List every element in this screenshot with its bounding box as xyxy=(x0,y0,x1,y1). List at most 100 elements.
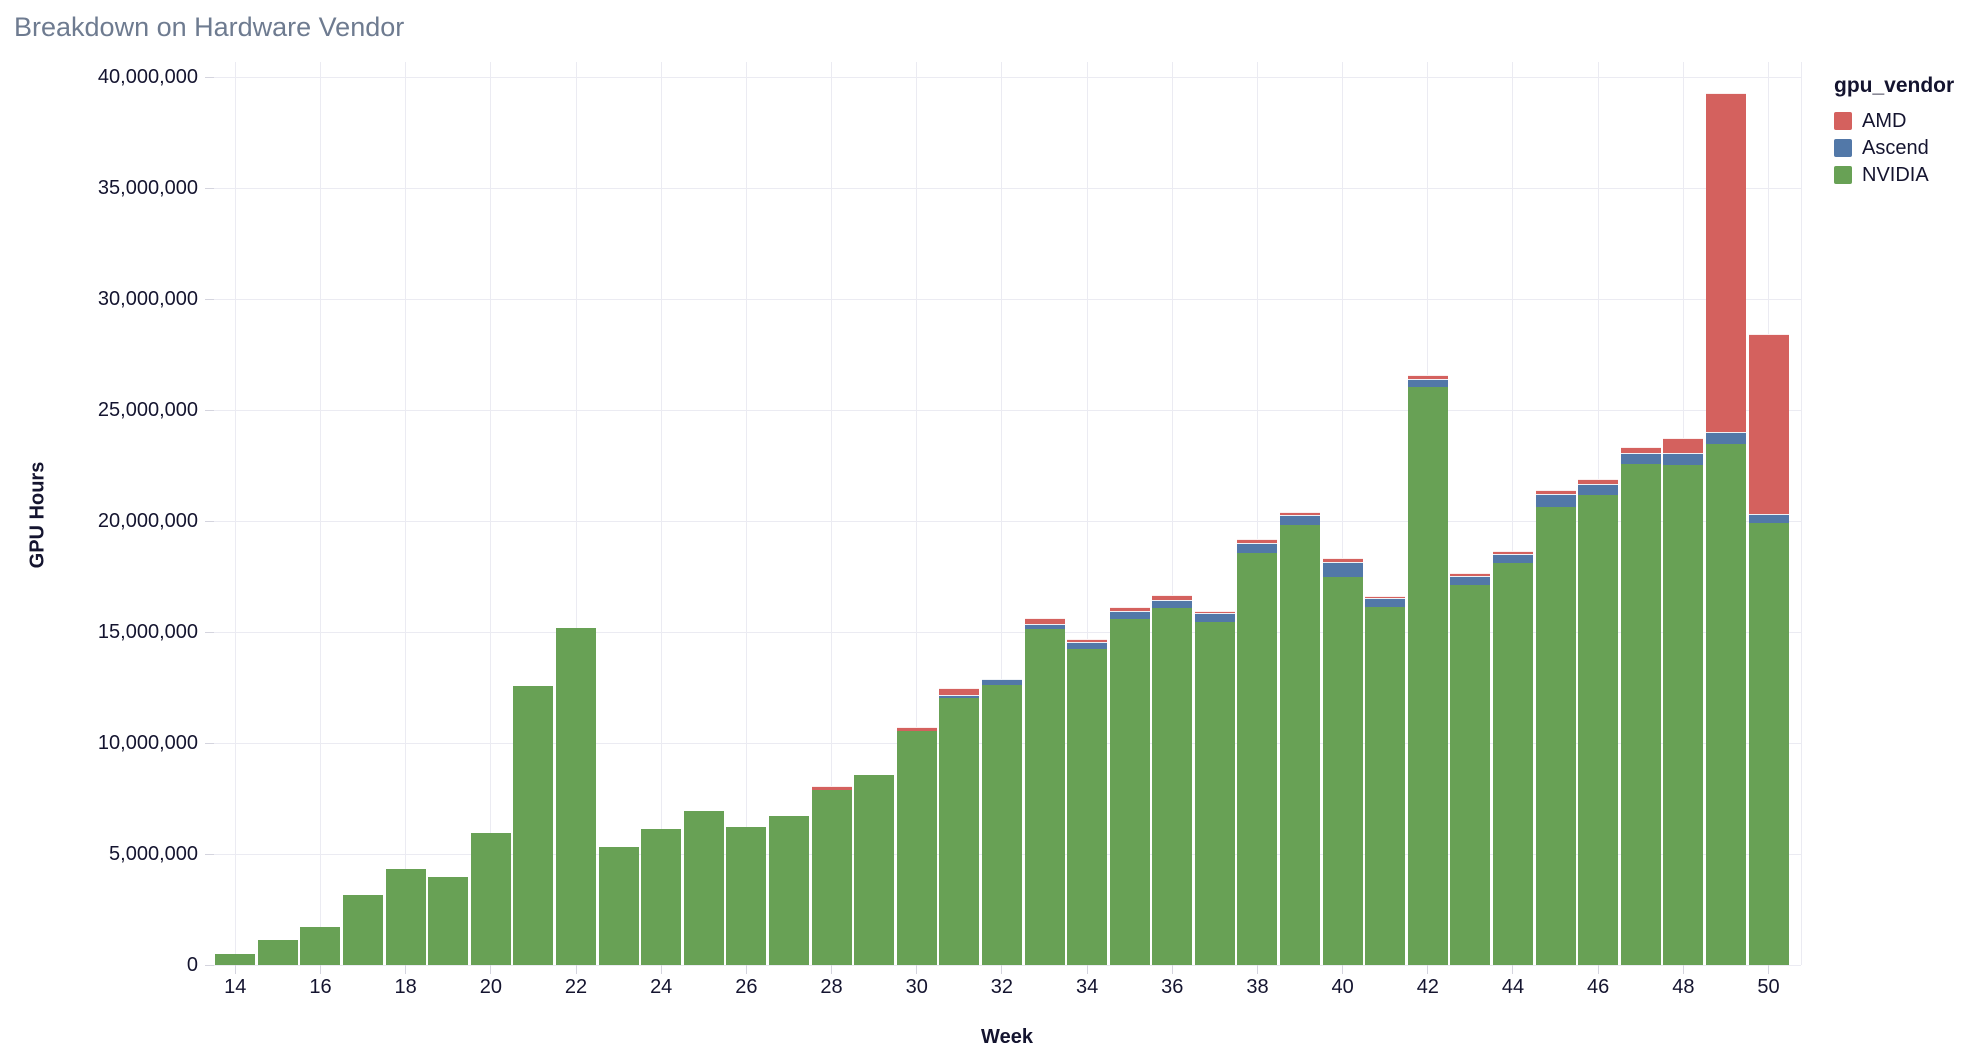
bar-week-41-nvidia[interactable] xyxy=(1365,606,1406,965)
chart-title: Breakdown on Hardware Vendor xyxy=(14,12,405,42)
x-tick-label: 34 xyxy=(1075,976,1099,998)
bar-week-30-amd[interactable] xyxy=(896,726,937,731)
bar-week-39-amd[interactable] xyxy=(1280,511,1321,515)
bar-week-38-amd[interactable] xyxy=(1237,538,1278,543)
bar-week-42-ascend[interactable] xyxy=(1407,379,1448,388)
bar-week-48-nvidia[interactable] xyxy=(1663,465,1704,965)
bar-week-15-nvidia[interactable] xyxy=(257,939,298,965)
bar-week-49-nvidia[interactable] xyxy=(1705,443,1746,965)
legend-item-amd[interactable]: AMD xyxy=(1834,111,1954,131)
bar-week-35-ascend[interactable] xyxy=(1109,610,1150,619)
y-tick-mark xyxy=(205,964,214,966)
bar-week-35-amd[interactable] xyxy=(1109,606,1150,611)
legend-swatch-nvidia xyxy=(1834,166,1852,184)
bar-week-23-nvidia[interactable] xyxy=(598,846,639,965)
bar-week-37-nvidia[interactable] xyxy=(1194,622,1235,965)
x-tick-label: 30 xyxy=(905,976,928,998)
bar-week-37-amd[interactable] xyxy=(1194,610,1235,613)
bar-week-42-nvidia[interactable] xyxy=(1407,387,1448,965)
bar-week-31-ascend[interactable] xyxy=(939,695,980,699)
y-tick-mark xyxy=(205,853,214,855)
bar-week-49-amd[interactable] xyxy=(1705,92,1746,432)
bar-week-20-nvidia[interactable] xyxy=(470,832,511,965)
bar-week-47-ascend[interactable] xyxy=(1620,452,1661,464)
bar-week-41-amd[interactable] xyxy=(1365,595,1406,599)
bar-week-45-nvidia[interactable] xyxy=(1535,506,1576,965)
x-gridline xyxy=(1001,62,1003,965)
bar-week-50-ascend[interactable] xyxy=(1748,514,1789,524)
bar-week-31-amd[interactable] xyxy=(939,688,980,696)
bar-week-38-nvidia[interactable] xyxy=(1237,553,1278,965)
bar-week-22-nvidia[interactable] xyxy=(556,627,596,965)
bar-week-36-nvidia[interactable] xyxy=(1152,608,1193,965)
x-tick-label: 22 xyxy=(564,976,588,998)
bar-week-33-amd[interactable] xyxy=(1024,618,1065,625)
bar-week-47-amd[interactable] xyxy=(1620,446,1661,453)
bar-week-14-nvidia[interactable] xyxy=(215,953,256,965)
bar-week-34-amd[interactable] xyxy=(1067,639,1108,642)
bar-week-28-nvidia[interactable] xyxy=(811,790,852,965)
bar-week-27-nvidia[interactable] xyxy=(768,815,809,965)
x-tick-mark xyxy=(1256,965,1258,974)
bar-week-50-nvidia[interactable] xyxy=(1748,523,1789,965)
y-tick-mark xyxy=(205,187,214,189)
bar-week-34-ascend[interactable] xyxy=(1067,641,1108,650)
x-tick-label: 46 xyxy=(1587,976,1610,998)
bar-week-36-amd[interactable] xyxy=(1152,594,1193,601)
bar-week-38-ascend[interactable] xyxy=(1237,542,1278,554)
x-gridline xyxy=(1342,62,1344,965)
bar-week-32-ascend[interactable] xyxy=(981,679,1022,686)
bar-week-32-nvidia[interactable] xyxy=(981,685,1022,965)
bar-week-21-nvidia[interactable] xyxy=(513,686,554,965)
x-gridline xyxy=(490,62,492,965)
bar-week-43-ascend[interactable] xyxy=(1450,575,1491,585)
bar-week-17-nvidia[interactable] xyxy=(343,895,384,965)
bar-week-40-amd[interactable] xyxy=(1322,558,1363,563)
x-tick-mark xyxy=(1597,965,1599,974)
bar-week-19-nvidia[interactable] xyxy=(428,877,469,965)
x-gridline xyxy=(1256,62,1258,965)
bar-week-44-amd[interactable] xyxy=(1492,550,1533,555)
bar-week-46-nvidia[interactable] xyxy=(1578,495,1619,965)
bar-week-43-nvidia[interactable] xyxy=(1450,584,1491,965)
bar-week-18-nvidia[interactable] xyxy=(385,869,426,965)
bar-week-50-amd[interactable] xyxy=(1748,334,1789,515)
bar-week-25-nvidia[interactable] xyxy=(683,810,724,965)
bar-week-33-ascend[interactable] xyxy=(1024,624,1065,630)
bar-week-44-ascend[interactable] xyxy=(1492,554,1533,564)
x-gridline xyxy=(660,62,662,965)
bar-week-45-ascend[interactable] xyxy=(1535,493,1576,507)
bar-week-37-ascend[interactable] xyxy=(1194,612,1235,623)
bar-week-47-nvidia[interactable] xyxy=(1620,463,1661,965)
bar-week-42-amd[interactable] xyxy=(1407,375,1448,380)
bar-week-36-ascend[interactable] xyxy=(1152,600,1193,609)
bar-week-34-nvidia[interactable] xyxy=(1067,649,1108,965)
bar-week-28-amd[interactable] xyxy=(811,786,852,791)
bar-week-44-nvidia[interactable] xyxy=(1492,563,1533,965)
x-tick-mark xyxy=(916,965,918,974)
bar-week-48-ascend[interactable] xyxy=(1663,453,1704,466)
bar-week-30-nvidia[interactable] xyxy=(896,731,937,965)
legend-item-ascend[interactable]: Ascend xyxy=(1834,138,1954,158)
bar-week-24-nvidia[interactable] xyxy=(641,828,682,965)
legend-item-nvidia[interactable]: NVIDIA xyxy=(1834,165,1954,185)
bar-week-48-amd[interactable] xyxy=(1663,437,1704,454)
bar-week-41-ascend[interactable] xyxy=(1365,598,1406,607)
bar-week-26-nvidia[interactable] xyxy=(726,826,767,965)
bar-week-46-ascend[interactable] xyxy=(1578,483,1619,496)
bar-week-29-nvidia[interactable] xyxy=(854,774,895,965)
bar-week-43-amd[interactable] xyxy=(1450,572,1491,576)
bar-week-35-nvidia[interactable] xyxy=(1109,618,1150,965)
bar-week-45-amd[interactable] xyxy=(1535,489,1576,494)
bar-week-40-ascend[interactable] xyxy=(1322,562,1363,577)
y-tick-label: 25,000,000 xyxy=(97,399,198,421)
bar-week-39-nvidia[interactable] xyxy=(1280,524,1321,965)
bar-week-16-nvidia[interactable] xyxy=(300,927,341,965)
bar-week-46-amd[interactable] xyxy=(1578,479,1619,484)
y-gridline xyxy=(214,631,1801,633)
bar-week-31-nvidia[interactable] xyxy=(939,698,980,965)
bar-week-40-nvidia[interactable] xyxy=(1322,576,1363,965)
bar-week-49-ascend[interactable] xyxy=(1705,431,1746,444)
bar-week-33-nvidia[interactable] xyxy=(1024,629,1065,965)
bar-week-39-ascend[interactable] xyxy=(1280,515,1321,525)
